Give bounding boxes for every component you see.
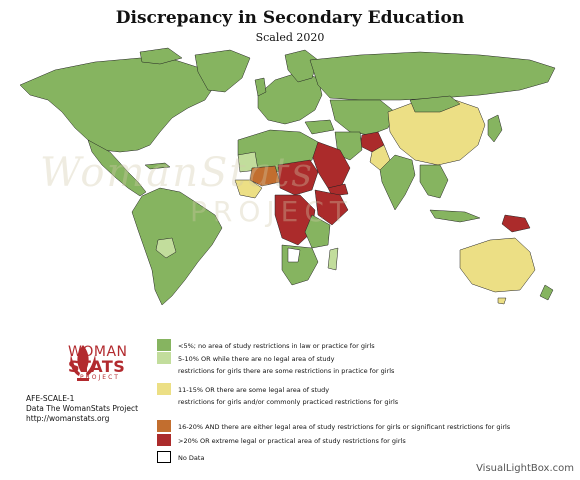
legend-swatch	[157, 352, 171, 364]
legend-swatch	[157, 451, 171, 463]
region-scandinavia	[284, 49, 319, 83]
legend-label: 11-15% OR there are some legal area of s…	[178, 386, 399, 406]
region-no-data-africa	[287, 247, 301, 263]
region-india	[379, 154, 416, 211]
region-turkey	[304, 119, 335, 135]
legend-label: <5%; no area of study restrictions in la…	[178, 342, 375, 350]
region-central-asia	[329, 99, 396, 136]
region-greenland	[194, 49, 251, 93]
womanstats-logo-icon	[70, 345, 96, 381]
region-horn-africa	[314, 189, 349, 226]
region-sahel-red	[277, 159, 319, 196]
region-png	[501, 214, 531, 233]
region-japan	[487, 114, 503, 143]
logo-line2: STATS	[68, 357, 126, 376]
watermark-subtext: PROJECT	[190, 195, 353, 228]
world-map	[19, 47, 556, 306]
map-title: Discrepancy in Secondary Education	[115, 8, 465, 28]
legend-label: No Data	[178, 454, 205, 462]
scale-code: AFE-SCALE-1	[26, 394, 75, 403]
region-russia	[309, 51, 556, 101]
legend-label: 16-20% AND there are either legal area o…	[178, 423, 511, 431]
legend-swatch	[157, 383, 171, 395]
region-north-america	[19, 57, 216, 153]
region-madagascar	[327, 247, 339, 271]
region-caribbean	[144, 162, 171, 170]
region-tasmania	[497, 297, 507, 305]
region-west-africa	[234, 179, 263, 199]
logo-line3: PROJECT	[80, 374, 120, 381]
region-mexico	[87, 139, 147, 197]
region-bolivia	[155, 237, 177, 259]
region-australia	[459, 237, 536, 293]
data-source: Data The WomanStats Project	[26, 404, 139, 413]
watermark-text: WomanStats	[40, 150, 314, 196]
region-arctic-islands	[139, 47, 183, 65]
region-europe	[257, 71, 323, 125]
logo-line1: WOMAN	[68, 344, 128, 360]
region-south-america	[131, 187, 223, 306]
legend-swatch	[157, 339, 171, 351]
region-indonesia	[429, 209, 481, 223]
legend-swatch	[157, 420, 171, 432]
region-east-africa	[304, 214, 331, 249]
legend-label: 5-10% OR while there are no legal area o…	[178, 355, 395, 375]
region-mali	[249, 165, 281, 187]
credit-text: VisualLightBox.com	[476, 463, 574, 474]
region-uk	[254, 77, 267, 97]
region-new-zealand	[539, 284, 554, 301]
map-subtitle: Scaled 2020	[255, 31, 325, 44]
legend-label: >20% OR extreme legal or practical area …	[178, 437, 406, 445]
region-se-asia	[419, 164, 449, 199]
region-mongolia	[409, 95, 461, 113]
source-url[interactable]: http://womanstats.org	[26, 414, 110, 423]
legend-swatch	[157, 434, 171, 446]
